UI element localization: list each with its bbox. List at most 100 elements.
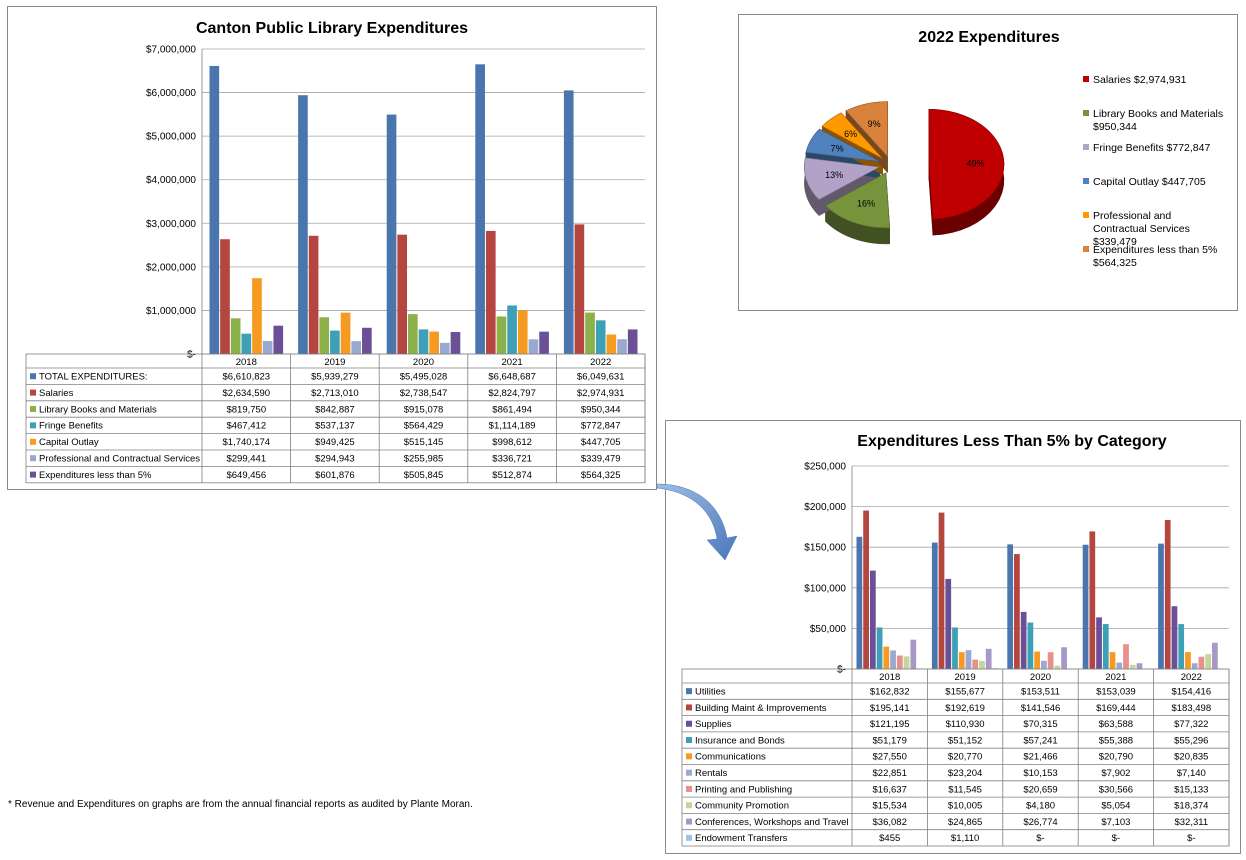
table-cell-value: $30,566 [1099, 784, 1133, 795]
bar [896, 655, 903, 669]
legend-swatch [30, 422, 36, 429]
bar [386, 114, 397, 354]
table-cell-value: $336,721 [492, 454, 532, 465]
table-cell-value: $10,153 [1023, 768, 1057, 779]
legend-swatch [30, 438, 36, 445]
bar [439, 342, 450, 354]
table-cell-value: $861,494 [492, 404, 532, 415]
table-cell-value: $70,315 [1023, 719, 1057, 730]
expenditures-chart-panel: Canton Public Library Expenditures $- $1,0… [7, 6, 657, 490]
y-tick-label: $50,000 [810, 624, 847, 635]
bar [1171, 606, 1178, 669]
y-tick-label: $1,000,000 [146, 306, 196, 317]
table-cell-value: $32,311 [1174, 817, 1208, 828]
x-category-label: 2021 [1105, 672, 1126, 683]
y-tick-label: $3,000,000 [146, 219, 196, 230]
bar [241, 333, 252, 354]
table-cell-value: $155,677 [945, 686, 985, 697]
table-cell-value: $564,325 [581, 470, 621, 481]
pie-pct-label: 7% [831, 143, 844, 153]
bar [450, 331, 461, 354]
bar [1020, 611, 1027, 669]
bar [856, 536, 863, 669]
pie-slice [845, 101, 888, 158]
table-cell-value: $10,005 [948, 801, 982, 812]
series-label: Library Books and Materials [39, 404, 157, 415]
legend-entry: Professional and Contractual Services $339… [1093, 210, 1190, 248]
table-cell-value: $192,619 [945, 703, 985, 714]
y-tick-label: $7,000,000 [146, 45, 196, 56]
table-cell-value: $339,479 [581, 454, 621, 465]
bar [563, 90, 574, 354]
pie-chart: 2022 Expenditures 49% 16% 13% 7%6% 9% Salaries… [804, 29, 1223, 269]
table-cell-value: $2,713,010 [311, 388, 359, 399]
bar [1212, 642, 1218, 669]
bar [528, 339, 539, 354]
x-category-label: 2018 [236, 357, 257, 368]
table-cell-value: $1,114,189 [489, 421, 536, 432]
bar [408, 314, 418, 354]
pie-chart-panel: 2022 Expenditures 49% 16% 13% 7% 6% 9% Salaries… [738, 14, 1238, 311]
x-category-label: 2018 [879, 672, 900, 683]
table-cell-value: $153,511 [1021, 686, 1060, 697]
table-cell-value: $51,152 [948, 735, 982, 746]
legend-entry: Fringe Benefits $772,847 [1093, 142, 1210, 154]
table-cell-value: $169,444 [1096, 703, 1136, 714]
bar [1116, 662, 1123, 669]
bar [1102, 624, 1109, 669]
legend-swatch [30, 471, 36, 478]
pie-slice [805, 128, 881, 162]
chart-title: Canton Public Library Expenditures [196, 20, 468, 37]
bar [869, 570, 876, 669]
table-cell-value: $154,416 [1171, 686, 1211, 697]
y-tick-label: $150,000 [804, 543, 846, 554]
table-cell-value: $299,441 [226, 454, 266, 465]
table-cell-value: $467,412 [226, 421, 266, 432]
y-tick-label: $250,000 [804, 462, 846, 473]
bar [595, 320, 606, 354]
bar [992, 668, 999, 669]
footnote: * Revenue and Expenditures on graphs are… [8, 799, 473, 810]
bar [340, 312, 351, 354]
small-categories-chart: Expenditures Less Than 5% by Category $- $… [681, 433, 1230, 847]
bar [517, 310, 528, 354]
bar [979, 660, 985, 669]
series-label: Conferences, Workshops and Travel [695, 817, 848, 828]
legend-swatch [686, 753, 692, 760]
bar [585, 312, 595, 354]
x-category-label: 2020 [413, 357, 434, 368]
bar [1185, 652, 1191, 669]
bar [1109, 652, 1116, 669]
x-category-label: 2019 [955, 672, 976, 683]
x-category-label: 2022 [590, 357, 611, 368]
chart-title: 2022 Expenditures [918, 29, 1060, 46]
bar [1096, 617, 1102, 669]
bar [1027, 622, 1034, 669]
series-label: TOTAL EXPENDITURES: [39, 372, 148, 383]
legend-swatch [1083, 212, 1089, 218]
bar [863, 510, 869, 669]
table-cell-value: $24,865 [948, 817, 982, 828]
series-label: Building Maint & Improvements [695, 703, 827, 714]
legend-swatch [686, 720, 692, 727]
bar [308, 235, 319, 354]
bar [273, 325, 284, 354]
legend-swatch [1083, 246, 1089, 252]
bar [617, 339, 627, 354]
table-cell-value: $55,388 [1099, 735, 1133, 746]
legend-swatch [686, 802, 692, 809]
y-tick-label: $200,000 [804, 502, 846, 513]
y-tick-label: $5,000,000 [146, 132, 196, 143]
table-cell-value: $649,456 [226, 470, 266, 481]
table-cell-value: $2,738,547 [400, 388, 448, 399]
table-cell-value: $27,550 [873, 752, 907, 763]
table-cell-value: $998,612 [492, 437, 532, 448]
table-cell-value: $18,374 [1174, 801, 1208, 812]
series-label: Printing and Publishing [695, 784, 792, 795]
table-cell-value: $7,902 [1101, 768, 1130, 779]
x-category-label: 2020 [1030, 672, 1051, 683]
bar [319, 317, 330, 354]
table-cell-value: $51,179 [873, 735, 907, 746]
series-label: Fringe Benefits [39, 421, 103, 432]
series-label: Utilities [695, 686, 726, 697]
